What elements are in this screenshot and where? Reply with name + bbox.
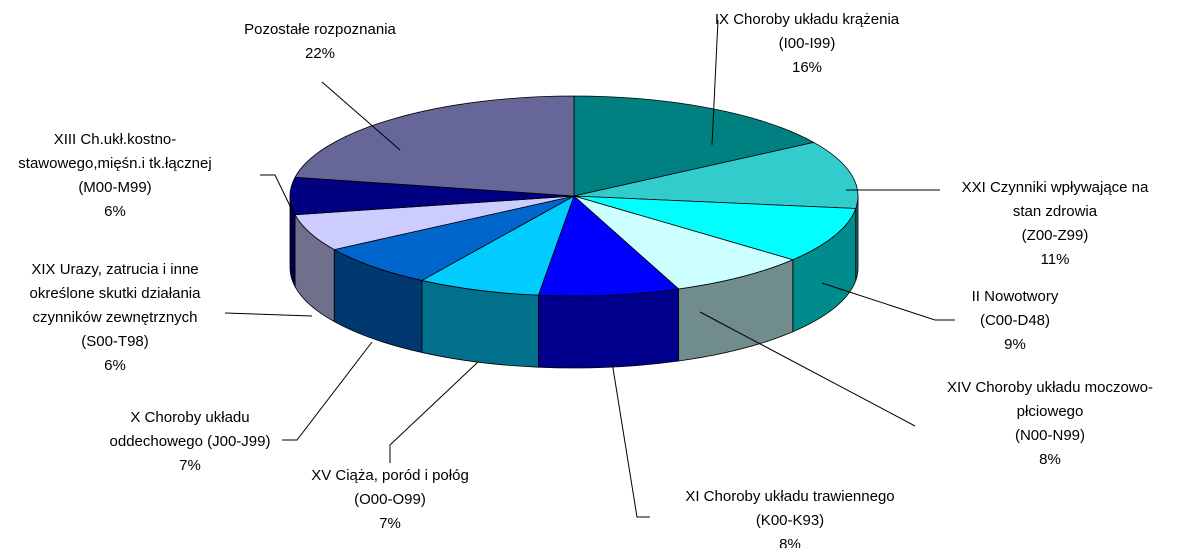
- label-line: IX Choroby układu krążenia: [715, 11, 900, 28]
- label-line: (C00-D48): [980, 312, 1050, 329]
- label-line: Pozostałe rozpoznania: [244, 21, 396, 38]
- slice-label: XXI Czynniki wpływające na stan zdrowia (Z…: [962, 179, 1149, 268]
- label-line: (K00-K93): [756, 512, 824, 529]
- label-line: (I00-I99): [779, 35, 836, 52]
- value-label: 7%: [379, 515, 401, 532]
- slice-label: XIV Choroby układu moczowo-płciowego (N00…: [947, 379, 1153, 468]
- label-line: określone skutki działania: [30, 285, 202, 302]
- label-line: oddechowego (J00-J99): [110, 433, 271, 450]
- value-label: 8%: [779, 536, 801, 548]
- leader-line: [611, 361, 650, 518]
- leader-line: [389, 361, 479, 463]
- label-line: X Choroby układu: [130, 409, 249, 426]
- slice-label: X Choroby układu oddechowego (J00-J99) 7%: [110, 409, 271, 474]
- slice: [573, 195, 794, 290]
- slice-label: IX Choroby układu krążenia (I00-I99) 16%: [715, 11, 900, 76]
- slice: [421, 195, 575, 296]
- leader-line: [699, 311, 916, 427]
- leader-line: [321, 81, 401, 151]
- leader-line: [224, 312, 313, 317]
- value-label: 9%: [1004, 336, 1026, 353]
- label-line: (S00-T98): [81, 333, 149, 350]
- label-line: XI Choroby układu trawiennego: [685, 488, 894, 505]
- label-line: XXI Czynniki wpływające na: [962, 179, 1149, 196]
- slice-label: XIX Urazy, zatrucia i inne określone skut…: [30, 261, 202, 374]
- leader-line: [711, 19, 719, 146]
- label-line: XIV Choroby układu moczowo-: [947, 379, 1153, 396]
- label-line: (Z00-Z99): [1022, 227, 1089, 244]
- leader-line: [260, 174, 293, 211]
- slice-label: Pozostałe rozpoznania 22%: [244, 21, 396, 62]
- slice: [333, 195, 575, 281]
- slice: [573, 142, 859, 209]
- value-label: 8%: [1039, 451, 1061, 468]
- label-line: II Nowotwory: [972, 288, 1059, 305]
- slice: [294, 95, 575, 197]
- slice-label: XIII Ch.ukł.kostno-stawowego,mięśn.i tk.…: [18, 131, 211, 220]
- value-label: 11%: [1041, 251, 1070, 268]
- label-line: (M00-M99): [78, 179, 151, 196]
- label-line: płciowego: [1017, 403, 1084, 420]
- label-line: czynników zewnętrznych: [32, 309, 197, 326]
- value-label: 7%: [179, 457, 201, 474]
- label-line: (O00-O99): [354, 491, 426, 508]
- label-line: stawowego,mięśn.i tk.łącznej: [18, 155, 211, 172]
- leader-line: [821, 282, 955, 321]
- value-label: 6%: [104, 357, 126, 374]
- slice: [573, 95, 815, 197]
- label-line: (N00-N99): [1015, 427, 1085, 444]
- slice-label: XI Choroby układu trawiennego (K00-K93) 8%: [685, 488, 894, 548]
- value-label: 22%: [305, 45, 335, 62]
- slice: [538, 195, 679, 297]
- slice: [573, 195, 857, 261]
- leader-line: [282, 341, 373, 441]
- value-label: 6%: [104, 203, 126, 220]
- label-line: stan zdrowia: [1013, 203, 1098, 220]
- label-line: XV Ciąża, poród i połóg: [311, 467, 469, 484]
- slice-label: XV Ciąża, poród i połóg (O00-O99) 7%: [311, 467, 469, 532]
- slice-side: [538, 288, 679, 369]
- label-line: XIX Urazy, zatrucia i inne: [31, 261, 198, 278]
- value-label: 16%: [792, 59, 822, 76]
- label-line: XIII Ch.ukł.kostno-: [54, 131, 177, 148]
- slice-label: II Nowotwory (C00-D48) 9%: [972, 288, 1059, 353]
